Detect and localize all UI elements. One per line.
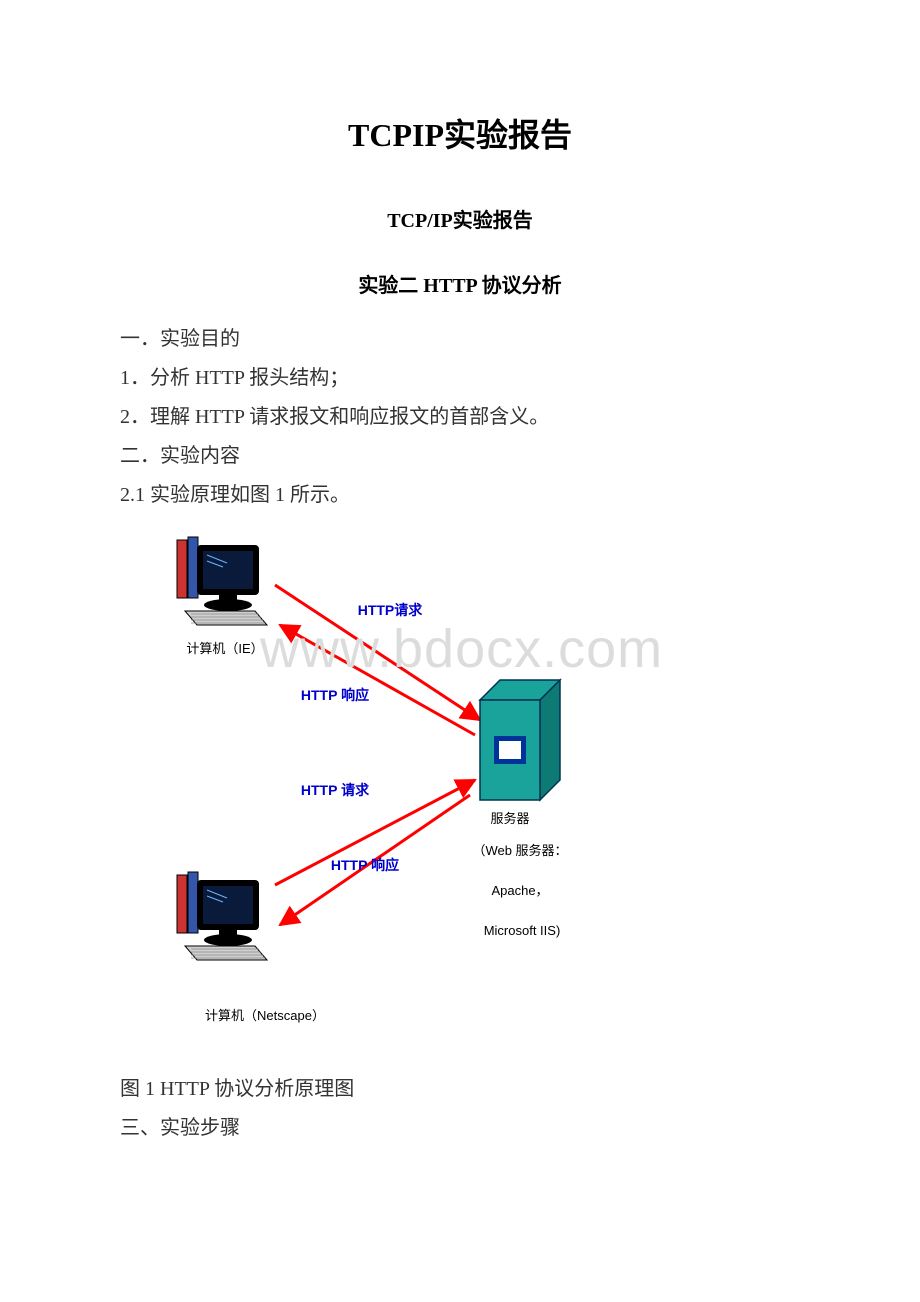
text-line: 一．实验目的 — [120, 320, 800, 359]
svg-text:计算机（IE）: 计算机（IE） — [186, 641, 263, 656]
text-line: 1．分析 HTTP 报头结构； — [120, 359, 800, 398]
document-subtitle: TCP/IP实验报告 — [120, 204, 800, 233]
svg-text:Microsoft IIS): Microsoft IIS) — [484, 923, 561, 938]
text-line: 三、实验步骤 — [120, 1109, 800, 1148]
diagram-svg: HTTP请求 HTTP 响应 HTTP 请求 HTTP 响应 计算机（IE） 计算机（Ne… — [140, 525, 640, 1045]
text-line: 2．理解 HTTP 请求报文和响应报文的首部含义。 — [120, 398, 800, 437]
section-title: 实验二 HTTP 协议分析 — [120, 269, 800, 298]
svg-text:HTTP 响应: HTTP 响应 — [301, 687, 369, 703]
document-title: TCPIP实验报告 — [120, 110, 800, 156]
svg-text:Apache，: Apache， — [491, 883, 548, 898]
svg-text:计算机（Netscape）: 计算机（Netscape） — [205, 1008, 325, 1023]
svg-text:HTTP 响应: HTTP 响应 — [331, 857, 399, 873]
text-line: 二．实验内容 — [120, 437, 800, 476]
svg-text:（Web 服务器：: （Web 服务器： — [472, 843, 567, 858]
svg-text:HTTP请求: HTTP请求 — [358, 602, 424, 618]
figure-caption: 图 1 HTTP 协议分析原理图 — [120, 1070, 800, 1109]
text-line: 2.1 实验原理如图 1 所示。 — [120, 476, 800, 515]
http-diagram: HTTP请求 HTTP 响应 HTTP 请求 HTTP 响应 计算机（IE） 计算机（Ne… — [140, 525, 640, 1045]
svg-text:HTTP 请求: HTTP 请求 — [301, 782, 370, 798]
svg-text:服务器: 服务器 — [490, 811, 529, 826]
